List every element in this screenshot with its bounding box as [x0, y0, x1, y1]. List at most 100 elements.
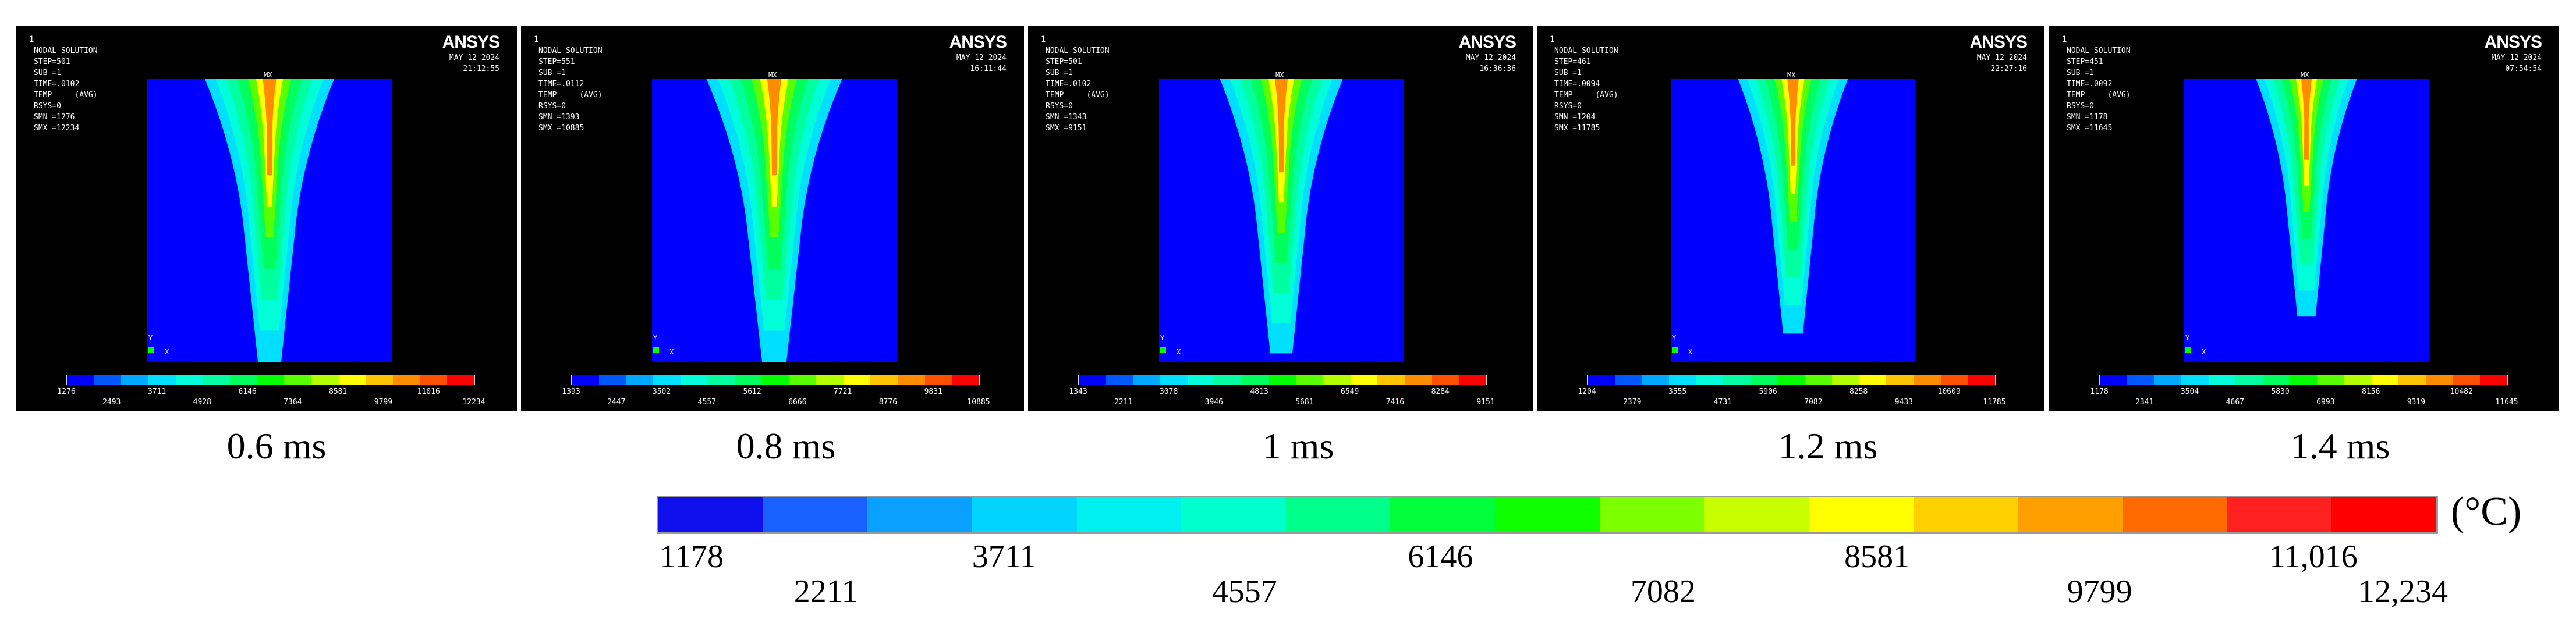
- axis-x-label: X: [2202, 348, 2206, 356]
- color-swatch: [1405, 375, 1432, 385]
- legend-tick-label: 12,234: [2358, 574, 2448, 610]
- solution-info-line: RSYS=0: [2067, 102, 2094, 111]
- legend-tick-label: 3711: [972, 539, 1036, 575]
- color-swatch: [1723, 375, 1751, 385]
- color-swatch: [1187, 375, 1215, 385]
- solution-info-line: TIME=.0094: [1554, 80, 1600, 88]
- color-swatch: [1431, 375, 1459, 385]
- tick-label: 1393: [562, 387, 580, 396]
- ansys-logo: ANSYS: [1969, 33, 2028, 52]
- color-swatch: [2208, 375, 2236, 385]
- color-swatch: [2331, 497, 2436, 532]
- color-swatch: [1495, 497, 1600, 532]
- color-swatch: [1886, 375, 1914, 385]
- max-marker: MX: [2301, 71, 2309, 79]
- solution-info-line: SUB =1: [1046, 69, 1073, 77]
- tick-label: 4928: [193, 398, 211, 407]
- tick-label: 10885: [967, 398, 990, 407]
- max-marker: MX: [264, 71, 272, 79]
- axis-x-label: X: [1177, 348, 1181, 356]
- tick-label: 1276: [57, 387, 76, 396]
- tick-label: 3711: [147, 387, 166, 396]
- plume-band: [1275, 79, 1288, 173]
- plume-band: [1787, 79, 1799, 166]
- tick-label: 2211: [1114, 398, 1133, 407]
- color-swatch: [870, 375, 898, 385]
- axis-triad: [1672, 347, 1678, 353]
- color-swatch: [1614, 375, 1642, 385]
- solution-info-line: RSYS=0: [34, 102, 61, 111]
- tick-label: 7364: [284, 398, 302, 407]
- color-swatch: [393, 375, 420, 385]
- solution-info-line: RSYS=0: [1554, 102, 1582, 111]
- contour-panel: 1 NODAL SOLUTION STEP=461 SUB =1 TIME=.0094 T…: [1537, 26, 2044, 411]
- tick-label: 4667: [2226, 398, 2244, 407]
- axis-y-label: Y: [148, 334, 153, 342]
- color-swatch: [1242, 375, 1269, 385]
- solution-info-line: SMX =11645: [2067, 124, 2113, 133]
- clock-text: 07:54:54: [2505, 65, 2542, 73]
- solution-info-line: TEMP (AVG): [34, 91, 98, 99]
- solution-info-line: TEMP (AVG): [2067, 91, 2131, 99]
- color-swatch: [2480, 375, 2508, 385]
- solution-info-line: SMX =9151: [1046, 124, 1087, 133]
- color-swatch: [2453, 375, 2481, 385]
- solution-info-line: STEP=461: [1554, 58, 1591, 66]
- timestamp: MAY 12 2024 21:12:55: [449, 52, 499, 74]
- color-swatch: [952, 375, 980, 385]
- tick-label: 3555: [1668, 387, 1687, 396]
- solution-info: NODAL SOLUTION STEP=551 SUB =1 TIME=.0112 TE…: [538, 45, 603, 134]
- panel-color-bar: [1078, 375, 1487, 385]
- color-swatch: [658, 497, 763, 532]
- color-swatch: [972, 497, 1077, 532]
- legend-tick-label: 7082: [1630, 574, 1696, 610]
- axis-y-label: Y: [1160, 334, 1165, 342]
- color-swatch: [2018, 497, 2123, 532]
- color-swatch: [1459, 375, 1487, 385]
- panel-color-bar: [571, 375, 980, 385]
- axis-triad: [653, 347, 659, 353]
- color-swatch: [203, 375, 231, 385]
- solution-info-line: TIME=.0112: [538, 80, 584, 88]
- tick-label: 2493: [102, 398, 121, 407]
- tick-label: 7721: [834, 387, 852, 396]
- tick-label: 7082: [1804, 398, 1823, 407]
- solution-info-line: SMX =10885: [538, 124, 584, 133]
- tick-label: 6146: [238, 387, 257, 396]
- temperature-field: [2184, 79, 2429, 362]
- tick-label: 12234: [462, 398, 486, 407]
- color-swatch: [1350, 375, 1378, 385]
- color-swatch: [2122, 497, 2227, 532]
- color-swatch: [420, 375, 448, 385]
- time-label: 1 ms: [1262, 425, 1334, 467]
- tick-label: 3946: [1204, 398, 1223, 407]
- date-text: MAY 12 2024: [956, 54, 1007, 62]
- axis-triad: [1160, 347, 1166, 353]
- tick-label: 2447: [607, 398, 626, 407]
- panel-color-bar: [66, 375, 475, 385]
- plume-band: [2301, 79, 2312, 160]
- color-swatch: [1669, 375, 1696, 385]
- color-swatch: [1160, 375, 1188, 385]
- tick-label: 5906: [1759, 387, 1777, 396]
- solution-info: NODAL SOLUTION STEP=451 SUB =1 TIME=.0092 TE…: [2067, 45, 2131, 134]
- tick-label: 11645: [2495, 398, 2518, 407]
- max-marker: MX: [1787, 71, 1796, 79]
- color-swatch: [1323, 375, 1351, 385]
- tick-label: 3504: [2180, 387, 2199, 396]
- window-index: 1: [1041, 35, 1046, 44]
- temperature-field: [147, 79, 392, 362]
- ansys-logo: ANSYS: [949, 33, 1007, 52]
- legend-tick-label: 1178: [660, 539, 724, 575]
- solution-info-line: SMN =1393: [538, 113, 580, 122]
- color-swatch: [816, 375, 844, 385]
- legend-tick-label: 6146: [1408, 539, 1473, 575]
- clock-text: 16:11:44: [970, 65, 1007, 73]
- color-swatch: [1913, 497, 2018, 532]
- date-text: MAY 12 2024: [1976, 54, 2027, 62]
- color-swatch: [121, 375, 149, 385]
- solution-info-line: SUB =1: [538, 69, 566, 77]
- color-swatch: [311, 375, 339, 385]
- shared-color-legend-bar: [657, 496, 2438, 534]
- timestamp: MAY 12 2024 16:36:36: [1466, 52, 1516, 74]
